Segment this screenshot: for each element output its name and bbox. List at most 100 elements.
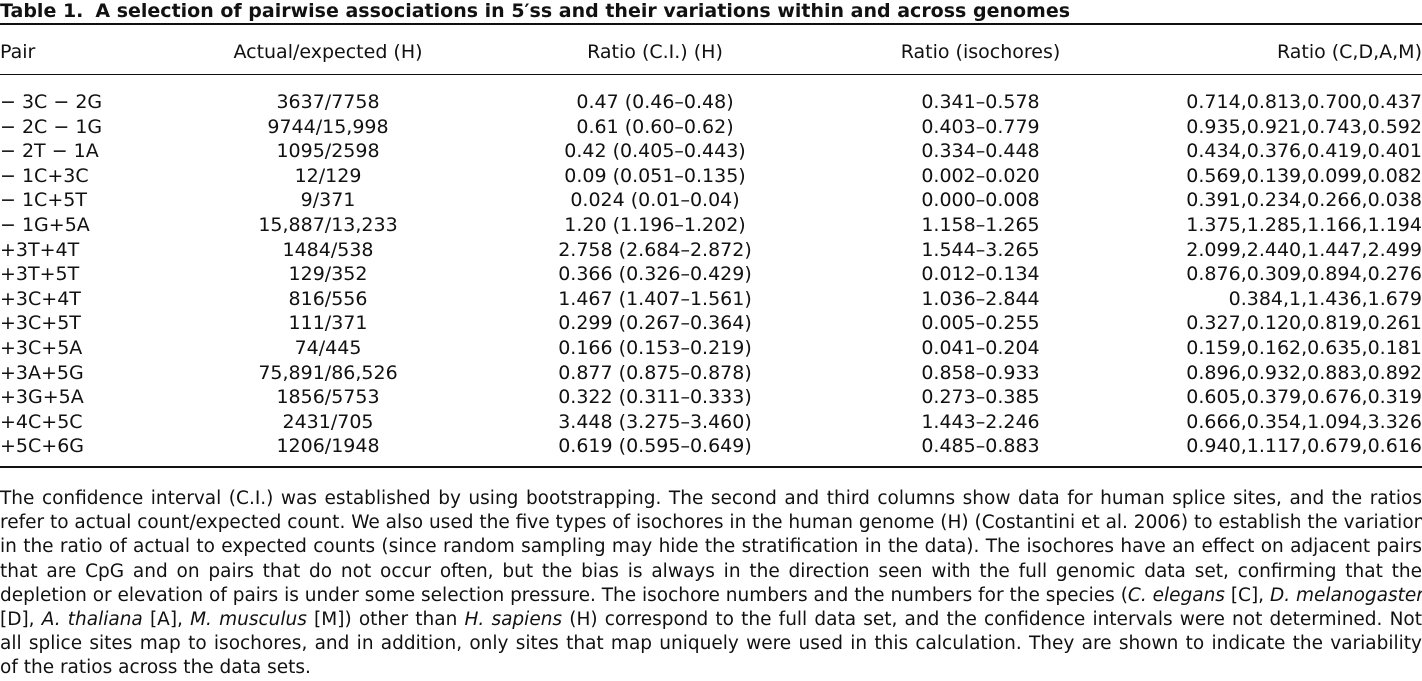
table-row: +4C+5C 2431/705 3.448 (3.275–3.460) 1.443–2…	[0, 410, 1422, 435]
column-header-actual-expected: Actual/expected (H)	[233, 41, 423, 63]
footnote-species-name: D. melanogaster	[1269, 584, 1422, 606]
cell-pair: − 2T − 1A	[0, 140, 99, 163]
cell-ratio-ci: 0.299 (0.267–0.364)	[558, 312, 752, 335]
cell-ratio-ci: 0.166 (0.153–0.219)	[558, 336, 752, 359]
cell-pair: +3C+4T	[0, 287, 81, 310]
table-caption: Table 1. A selection of pairwise associat…	[0, 0, 1422, 22]
cell-ratio-isochores: 1.443–2.246	[921, 410, 1040, 433]
table-row: − 3C − 2G 3637/7758 0.47 (0.46–0.48) 0.341–…	[0, 90, 1422, 115]
cell-pair: − 1C+5T	[0, 189, 87, 212]
cell-ratio-isochores: 0.858–0.933	[921, 361, 1040, 384]
cell-pair: +3A+5G	[0, 361, 84, 384]
table-row: +3A+5G 75,891/86,526 0.877 (0.875–0.878) 0.…	[0, 361, 1422, 386]
footnote-text: refer to actual count/expected count. We…	[0, 512, 1422, 534]
table-header: Pair Actual/expected (H) Ratio (C.I.) (H…	[0, 37, 1422, 67]
cell-ratio-cdam: 0.935,0.921,0.743,0.592	[1186, 115, 1422, 138]
cell-ratio-ci: 0.366 (0.326–0.429)	[558, 263, 752, 286]
cell-actual-expected: 111/371	[288, 312, 368, 335]
cell-pair: − 3C − 2G	[0, 91, 103, 113]
cell-actual-expected: 15,887/13,233	[258, 213, 398, 236]
table-rows: − 3C − 2G 3637/7758 0.47 (0.46–0.48) 0.341–…	[0, 90, 1422, 459]
footnote-text: depletion or elevation of pairs is under…	[0, 584, 1128, 606]
cell-ratio-isochores: 0.041–0.204	[921, 336, 1040, 359]
footnote-text: [C],	[1224, 584, 1270, 606]
cell-ratio-isochores: 0.403–0.779	[921, 115, 1040, 138]
cell-ratio-isochores: 0.341–0.578	[921, 91, 1040, 113]
column-header-ratio-ci: Ratio (C.I.) (H)	[587, 41, 723, 63]
table-row: +3C+5T 111/371 0.299 (0.267–0.364) 0.005–0.…	[0, 311, 1422, 336]
cell-ratio-isochores: 1.036–2.844	[921, 287, 1040, 310]
footnote-line: [D], A. thaliana [A], M. musculus [M]) o…	[0, 608, 1422, 632]
cell-ratio-ci: 0.09 (0.051–0.135)	[564, 164, 746, 187]
cell-ratio-cdam: 0.605,0.379,0.676,0.319	[1186, 386, 1422, 409]
footnote-text: [D],	[0, 609, 42, 631]
footnote-text: [A],	[142, 609, 191, 631]
table-row: +5C+6G 1206/1948 0.619 (0.595–0.649) 0.485–…	[0, 434, 1422, 459]
cell-ratio-isochores: 0.334–0.448	[921, 140, 1040, 163]
cell-pair: +3C+5T	[0, 312, 81, 335]
cell-actual-expected: 1856/5753	[276, 386, 380, 409]
cell-pair: − 2C − 1G	[0, 115, 103, 138]
cell-actual-expected: 2431/705	[282, 410, 374, 433]
table-row: +3T+5T 129/352 0.366 (0.326–0.429) 0.012–0.…	[0, 262, 1422, 287]
cell-actual-expected: 74/445	[294, 336, 362, 359]
footnote-text: of the ratios across the data sets.	[0, 657, 311, 679]
column-header-ratio-isochores: Ratio (isochores)	[900, 41, 1061, 63]
table-row: − 1G+5A 15,887/13,233 1.20 (1.196–1.202) 1.…	[0, 213, 1422, 238]
cell-actual-expected: 3637/7758	[276, 91, 380, 113]
cell-ratio-cdam: 0.434,0.376,0.419,0.401	[1186, 140, 1422, 163]
cell-ratio-ci: 0.877 (0.875–0.878)	[558, 361, 752, 384]
cell-pair: +3T+5T	[0, 263, 80, 286]
cell-ratio-ci: 0.42 (0.405–0.443)	[564, 140, 746, 163]
footnote-text: that are CpG and on pairs that do not oc…	[0, 560, 1422, 582]
cell-pair: +3T+4T	[0, 238, 80, 261]
cell-ratio-ci: 2.758 (2.684–2.872)	[558, 238, 752, 261]
table-row: − 1C+5T 9/371 0.024 (0.01–0.04) 0.000–0.008…	[0, 188, 1422, 213]
cell-ratio-isochores: 0.485–0.883	[921, 435, 1040, 458]
table-header-rule	[0, 74, 1422, 75]
cell-ratio-isochores: 0.005–0.255	[921, 312, 1040, 335]
cell-pair: − 1C+3C	[0, 164, 89, 187]
footnote-species-name: M. musculus	[190, 609, 307, 631]
cell-ratio-isochores: 0.012–0.134	[921, 263, 1040, 286]
cell-ratio-isochores: 0.000–0.008	[921, 189, 1040, 212]
cell-ratio-cdam: 0.666,0.354,1.094,3.326	[1186, 410, 1422, 433]
cell-ratio-cdam: 2.099,2.440,1.447,2.499	[1186, 238, 1422, 261]
cell-ratio-cdam: 0.714,0.813,0.700,0.437	[1186, 91, 1422, 113]
cell-ratio-cdam: 0.940,1.117,0.679,0.616	[1186, 435, 1422, 458]
cell-ratio-cdam: 0.327,0.120,0.819,0.261	[1186, 312, 1422, 335]
cell-actual-expected: 9/371	[300, 189, 356, 212]
cell-ratio-ci: 1.20 (1.196–1.202)	[564, 213, 746, 236]
table-top-rule	[0, 23, 1422, 25]
table-body: − 3C − 2G 3637/7758 0.47 (0.46–0.48) 0.341–…	[0, 90, 1422, 459]
cell-pair: +4C+5C	[0, 410, 83, 433]
footnote-line: The confidence interval (C.I.) was estab…	[0, 487, 1422, 511]
cell-ratio-cdam: 0.159,0.162,0.635,0.181	[1186, 336, 1422, 359]
header-row: Pair Actual/expected (H) Ratio (C.I.) (H…	[0, 37, 1422, 67]
column-header-ratio-cdam: Ratio (C,D,A,M)	[1276, 41, 1422, 63]
cell-ratio-ci: 0.47 (0.46–0.48)	[576, 91, 734, 113]
cell-ratio-cdam: 0.384,1,1.436,1.679	[1228, 287, 1422, 310]
table-row: +3C+4T 816/556 1.467 (1.407–1.561) 1.036–2.…	[0, 287, 1422, 312]
table-row: − 2T − 1A 1095/2598 0.42 (0.405–0.443) 0.33…	[0, 139, 1422, 164]
footnote-line: in the ratio of actual to expected count…	[0, 535, 1422, 559]
footnote-line: refer to actual count/expected count. We…	[0, 511, 1422, 535]
cell-ratio-isochores: 1.158–1.265	[921, 213, 1040, 236]
cell-pair: +3C+5A	[0, 336, 83, 359]
cell-actual-expected: 1484/538	[282, 238, 374, 261]
cell-ratio-ci: 1.467 (1.407–1.561)	[558, 287, 752, 310]
footnote-species-name: C. elegans	[1127, 584, 1225, 606]
table-caption-title: A selection of pairwise associations in …	[95, 0, 1071, 22]
footnote-text: (H) correspond to the full data set, and…	[562, 609, 1422, 631]
cell-pair: +3G+5A	[0, 386, 84, 409]
table-row: +3C+5A 74/445 0.166 (0.153–0.219) 0.041–0.2…	[0, 336, 1422, 361]
table-row: − 1C+3C 12/129 0.09 (0.051–0.135) 0.002–0.0…	[0, 164, 1422, 189]
cell-ratio-cdam: 0.569,0.139,0.099,0.082	[1186, 164, 1422, 187]
cell-ratio-cdam: 0.896,0.932,0.883,0.892	[1186, 361, 1422, 384]
column-header-pair: Pair	[0, 41, 36, 63]
footnote-text: The confidence interval (C.I.) was estab…	[0, 488, 1422, 509]
cell-ratio-ci: 0.322 (0.311–0.333)	[558, 386, 752, 409]
cell-ratio-cdam: 0.391,0.234,0.266,0.038	[1186, 189, 1422, 212]
cell-ratio-isochores: 1.544–3.265	[921, 238, 1040, 261]
cell-ratio-ci: 0.619 (0.595–0.649)	[558, 435, 752, 458]
